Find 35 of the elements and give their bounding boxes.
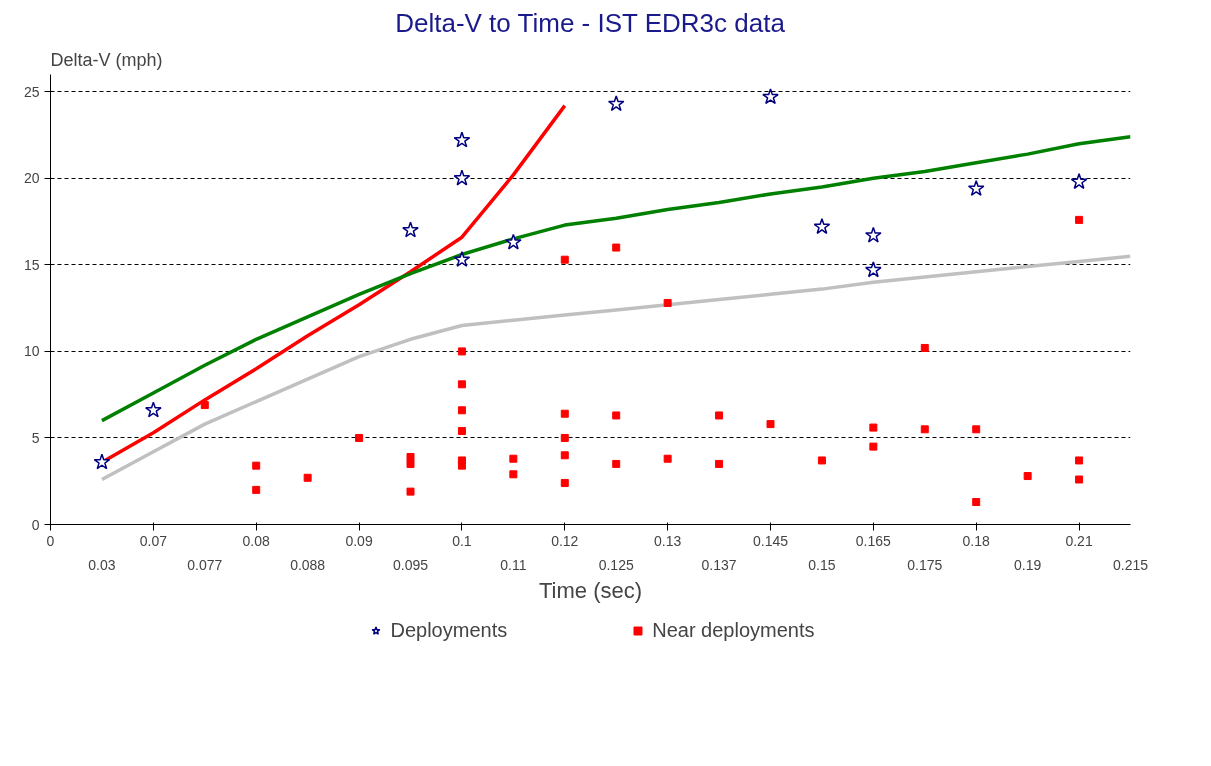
- x-tick-label: 0.125: [598, 556, 634, 573]
- legend-label: Deployments: [390, 618, 508, 642]
- x-tick-label: 0.145: [752, 532, 789, 549]
- x-tick-label: 0.137: [701, 556, 737, 573]
- x-tick-label: 0.03: [88, 556, 116, 573]
- x-tick-label: 0.07: [139, 532, 168, 549]
- y-tick-label: 25: [23, 83, 40, 100]
- x-tick-label: 0: [46, 532, 55, 549]
- y-tick-label: 15: [23, 256, 40, 273]
- y-tick-label: 20: [23, 170, 40, 187]
- x-tick-label: 0.175: [907, 556, 943, 573]
- x-tick-label: 0.21: [1065, 532, 1093, 549]
- legend-label: Near deployments: [652, 618, 815, 642]
- y-tick-label: 0: [31, 516, 40, 533]
- x-tick-label: 0.08: [242, 532, 271, 549]
- x-tick-label: 0.18: [962, 532, 991, 549]
- x-axis-title: Time (sec): [538, 577, 643, 603]
- line-series: [100, 254, 1131, 482]
- x-tick-label: 0.088: [290, 556, 326, 573]
- x-tick-label: 0.19: [1014, 556, 1042, 573]
- x-tick-label: 0.077: [187, 556, 223, 573]
- x-tick-label: 0.09: [345, 532, 373, 549]
- y-axis-title: Delta-V (mph): [50, 49, 163, 70]
- x-tick-label: 0.215: [1112, 556, 1149, 573]
- x-tick-label: 0.12: [551, 532, 579, 549]
- x-tick-label: 0.095: [392, 556, 429, 573]
- y-tick-label: 10: [23, 343, 40, 360]
- line-series: [100, 135, 1131, 423]
- x-tick-label: 0.1: [452, 532, 472, 549]
- x-tick-label: 0.13: [654, 532, 682, 549]
- chart-title: Delta-V to Time - IST EDR3c data: [395, 7, 786, 38]
- x-tick-label: 0.15: [808, 556, 836, 573]
- x-tick-label: 0.165: [855, 532, 892, 549]
- y-tick-label: 5: [31, 429, 40, 446]
- x-tick-label: 0.11: [500, 556, 527, 573]
